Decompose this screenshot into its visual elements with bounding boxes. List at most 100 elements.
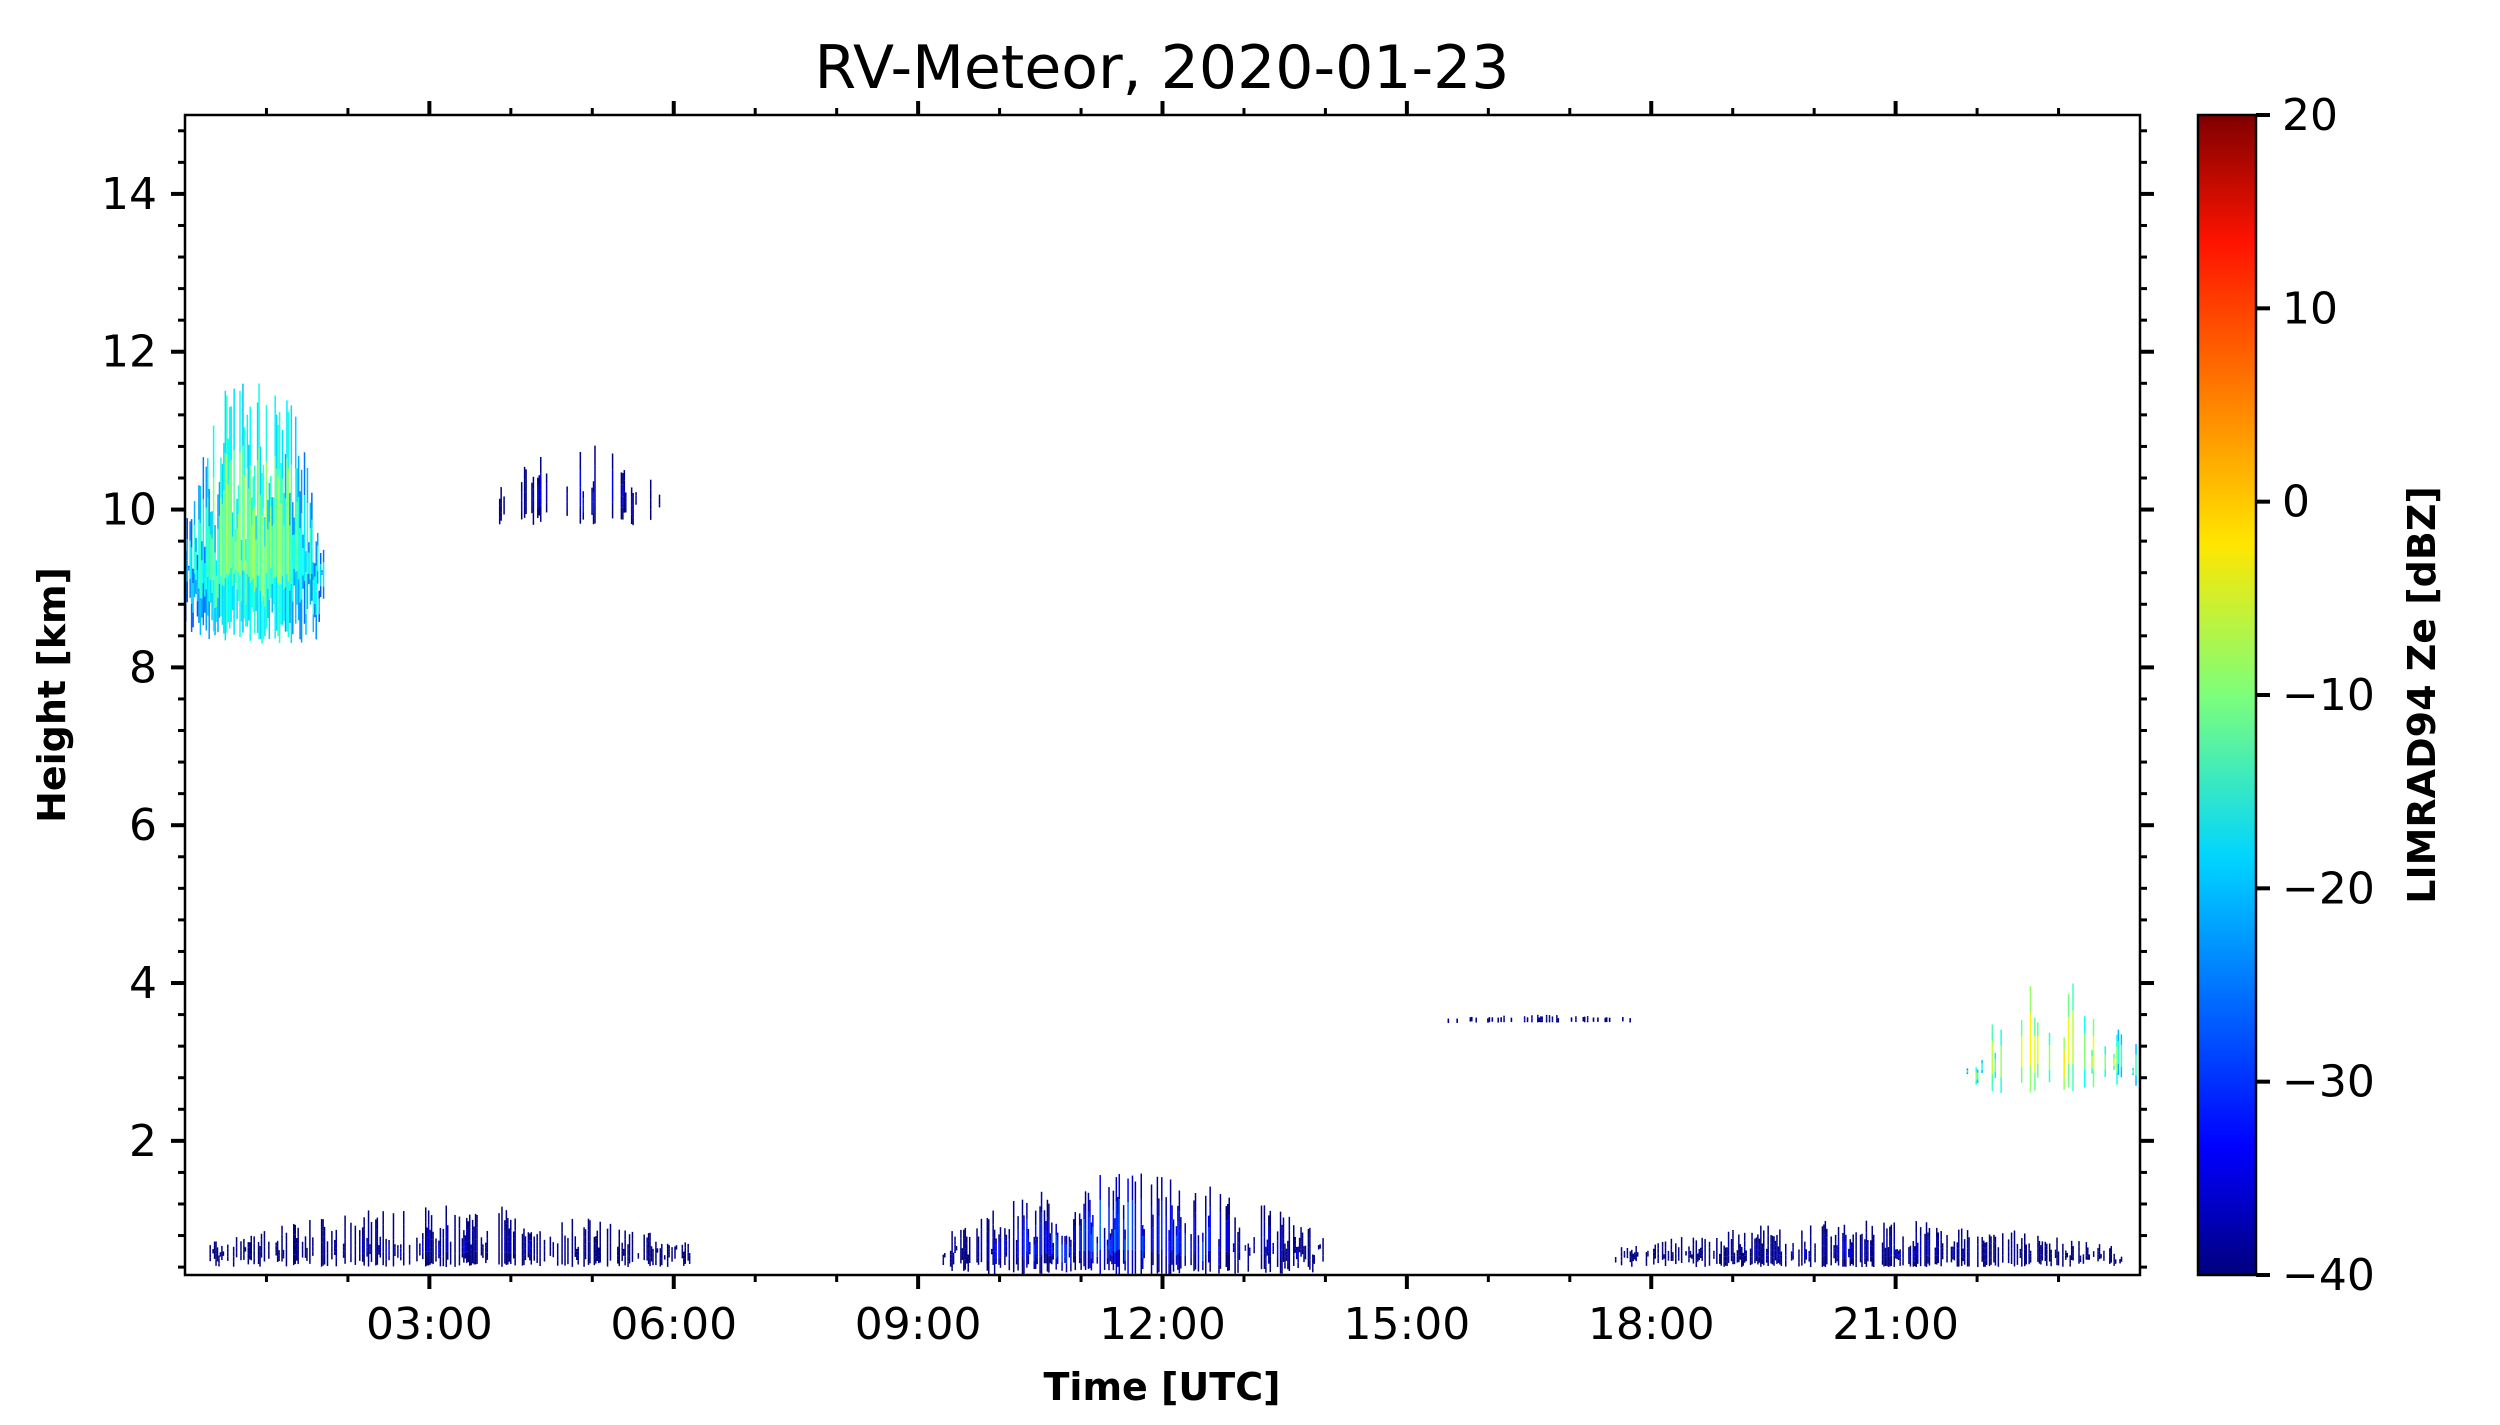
echo-pixel <box>990 1251 993 1253</box>
echo-pixel <box>2113 1256 2115 1260</box>
echo-pixel <box>1692 1244 1695 1251</box>
echo-pixel <box>2065 1257 2067 1260</box>
echo-pixel <box>205 466 208 508</box>
echo-pixel <box>321 571 323 573</box>
echo-pixel <box>375 1242 377 1254</box>
echo-pixel <box>1988 1250 1991 1259</box>
echo-pixel <box>1883 1244 1885 1256</box>
echo-pixel <box>2110 1250 2113 1255</box>
echo-pixel <box>1070 1239 1072 1248</box>
echo-pixel <box>1078 1213 1081 1226</box>
echo-pixel <box>1801 1230 1803 1240</box>
echo-pixel <box>272 550 275 578</box>
echo-pixel <box>675 1247 678 1249</box>
echo-pixel <box>280 543 282 585</box>
echo-pixel <box>252 476 254 511</box>
echo-pixel <box>1849 1252 1852 1260</box>
echo-pixel <box>514 1230 516 1242</box>
echo-pixel <box>1150 1229 1153 1252</box>
echo-pixel <box>536 1234 538 1242</box>
echo-pixel <box>1272 1251 1274 1254</box>
echo-pixel <box>1232 1245 1235 1248</box>
echo-pixel <box>242 445 244 509</box>
echo-pixel <box>248 444 250 489</box>
echo-pixel <box>510 1219 512 1231</box>
echo-pixel <box>1745 1253 1747 1256</box>
echo-pixel <box>1165 1255 1167 1275</box>
echo-pixel <box>507 1229 509 1242</box>
echo-pixel <box>1887 1256 1890 1262</box>
echo-pixel <box>474 1226 477 1240</box>
echo-pixel <box>2010 1240 2013 1249</box>
echo-pixel <box>247 1253 250 1259</box>
echo-pixel <box>468 1214 471 1228</box>
echo-pixel <box>1288 1216 1291 1231</box>
echo-pixel <box>1247 1250 1250 1258</box>
echo-pixel <box>1456 1018 1458 1021</box>
echo-pixel <box>1720 1247 1722 1254</box>
echo-pixel <box>206 576 209 616</box>
echo-pixel <box>294 1234 296 1245</box>
echo-pixel <box>1865 1232 1868 1244</box>
echo-pixel <box>2085 1242 2088 1247</box>
echo-pixel <box>993 1240 996 1252</box>
echo-pixel <box>1956 1254 1959 1261</box>
echo-pixel <box>1279 1227 1282 1243</box>
echo-pixel <box>240 1250 242 1256</box>
echo-pixel <box>1111 1237 1113 1247</box>
echo-pixel <box>2056 1237 2058 1245</box>
echo-pixel <box>1269 1226 1272 1242</box>
echo-pixel <box>235 1242 238 1248</box>
echo-pixel <box>208 488 210 527</box>
echo-pixel <box>283 589 285 622</box>
echo-pixel <box>1207 1239 1210 1251</box>
echo-pixel <box>1570 1019 1573 1021</box>
echo-pixel <box>531 482 533 491</box>
echo-pixel <box>1657 1243 1659 1249</box>
echo-pixel <box>1269 1210 1272 1227</box>
echo-pixel <box>668 1254 670 1258</box>
echo-pixel <box>438 1253 440 1259</box>
echo-pixel <box>1545 1014 1548 1017</box>
echo-pixel <box>1633 1257 1636 1260</box>
echo-pixel <box>342 1254 345 1258</box>
echo-pixel <box>320 1254 323 1267</box>
echo-pixel <box>204 563 206 580</box>
echo-pixel <box>219 1254 222 1256</box>
echo-pixel <box>1976 1076 1979 1080</box>
echo-pixel <box>1143 1236 1145 1244</box>
echo-pixel <box>242 383 244 446</box>
echo-pixel <box>1940 1248 1942 1258</box>
echo-pixel <box>1981 1255 1983 1262</box>
echo-pixel <box>1207 1227 1210 1240</box>
echo-pixel <box>394 1253 396 1256</box>
echo-pixel <box>1761 1253 1764 1259</box>
echo-pixel <box>486 1252 489 1260</box>
echo-pixel <box>297 1254 299 1265</box>
echo-pixel <box>630 514 633 524</box>
echo-pixel <box>281 429 284 479</box>
echo-pixel <box>302 561 304 576</box>
echo-pixel <box>1636 1252 1639 1254</box>
echo-pixel <box>2079 1258 2082 1261</box>
echo-pixel <box>595 1249 597 1257</box>
echo-pixel <box>1300 1241 1302 1250</box>
echo-pixel <box>538 505 541 516</box>
echo-pixel <box>1790 1253 1793 1257</box>
echo-pixel <box>1966 1257 1969 1267</box>
echo-pixel <box>659 1261 662 1267</box>
echo-pixel <box>297 1236 299 1246</box>
echo-pixel <box>1719 1253 1721 1257</box>
echo-pixel <box>250 1235 252 1242</box>
echo-pixel <box>1848 1253 1850 1256</box>
echo-pixel <box>1039 1223 1041 1240</box>
echo-pixel <box>1117 1196 1119 1215</box>
echo-pixel <box>259 494 262 543</box>
echo-pixel <box>208 526 210 564</box>
echo-pixel <box>326 1247 329 1254</box>
echo-pixel <box>369 1249 371 1252</box>
echo-pixel <box>992 1224 994 1238</box>
echo-pixel <box>1260 1221 1263 1238</box>
colorbar-tick-label: −30 <box>2282 1057 2375 1108</box>
echo-pixel <box>1859 1255 1862 1263</box>
